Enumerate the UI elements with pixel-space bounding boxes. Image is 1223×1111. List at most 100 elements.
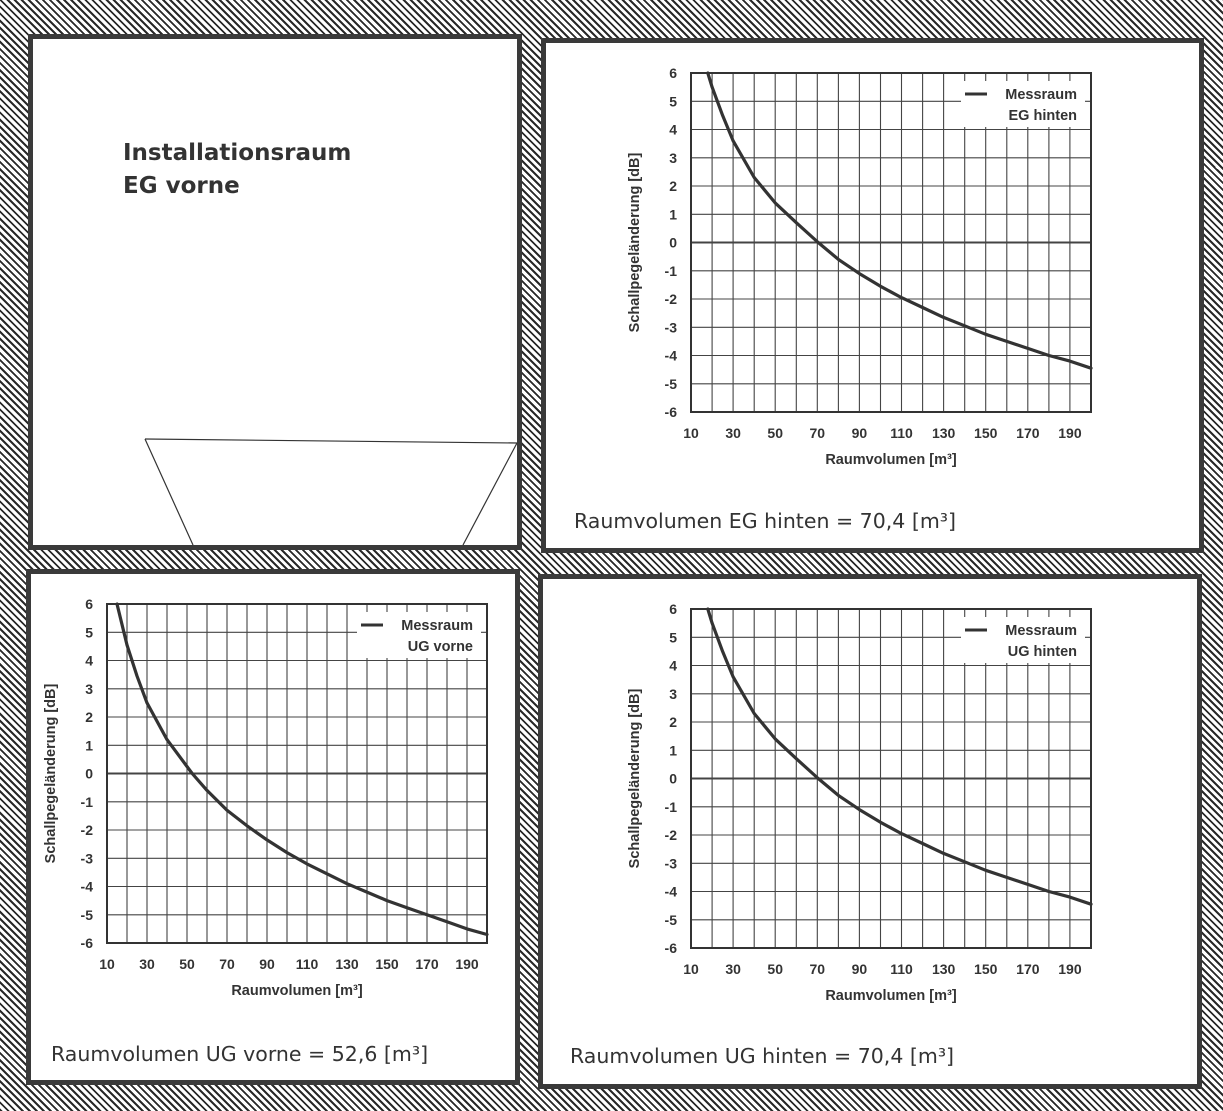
x-tick-label: 30 bbox=[725, 425, 741, 441]
y-tick-label: 3 bbox=[669, 150, 677, 166]
y-tick-label: -2 bbox=[665, 291, 678, 307]
sound-source-fixture bbox=[144, 438, 517, 545]
x-tick-label: 110 bbox=[890, 425, 913, 441]
room-installation-eg-vorne: Installationsraum EG vorne bbox=[28, 34, 522, 550]
y-axis-label: Schallpegeländerung [dB] bbox=[627, 689, 643, 869]
room-eg-hinten: 6 5 4 3 2 1 0 -1 -2 -3 -4 -5 -6 10 30 50 70 90 110 130 150 17… bbox=[541, 38, 1204, 553]
x-tick-label: 150 bbox=[375, 956, 399, 972]
y-tick-label: -5 bbox=[665, 912, 678, 928]
x-tick-label: 110 bbox=[890, 961, 913, 977]
room-title-line-2: EG vorne bbox=[123, 173, 240, 199]
y-tick-label: 6 bbox=[669, 65, 677, 81]
y-tick-label: 2 bbox=[85, 709, 93, 725]
x-tick-label: 190 bbox=[1058, 425, 1082, 441]
x-tick-label: 170 bbox=[415, 956, 439, 972]
volume-note: Raumvolumen UG vorne = 52,6 [m³] bbox=[51, 1042, 429, 1066]
y-tick-label: 0 bbox=[669, 771, 677, 787]
x-tick-label: 30 bbox=[725, 961, 741, 977]
y-tick-label: 4 bbox=[669, 122, 677, 138]
y-tick-label: -3 bbox=[665, 319, 678, 335]
y-tick-label: 4 bbox=[669, 658, 677, 674]
x-tick-label: 30 bbox=[139, 956, 155, 972]
y-tick-label: 0 bbox=[669, 235, 677, 251]
y-tick-label: 3 bbox=[85, 681, 93, 697]
x-axis-label: Raumvolumen [m³] bbox=[231, 983, 362, 999]
x-tick-label: 50 bbox=[179, 956, 195, 972]
y-tick-label: 6 bbox=[85, 596, 93, 612]
x-tick-label: 170 bbox=[1016, 425, 1040, 441]
x-tick-label: 130 bbox=[932, 961, 956, 977]
x-tick-label: 70 bbox=[219, 956, 235, 972]
x-tick-label: 70 bbox=[810, 425, 826, 441]
y-tick-label: -5 bbox=[665, 376, 678, 392]
y-tick-label: -1 bbox=[665, 263, 678, 279]
room-ug-vorne: 6 5 4 3 2 1 0 -1 -2 -3 -4 -5 -6 10 30 50 70 90 110 130 150 17… bbox=[26, 569, 520, 1085]
x-tick-label: 10 bbox=[683, 961, 699, 977]
y-tick-label: 0 bbox=[85, 766, 93, 782]
x-tick-label: 130 bbox=[932, 425, 956, 441]
x-tick-label: 150 bbox=[974, 961, 998, 977]
legend-label: Messraum bbox=[401, 618, 473, 634]
x-tick-label: 50 bbox=[767, 425, 783, 441]
series-line bbox=[706, 607, 1093, 906]
volume-note: Raumvolumen UG hinten = 70,4 [m³] bbox=[570, 1044, 955, 1068]
room-ug-hinten: 6 5 4 3 2 1 0 -1 -2 -3 -4 -5 -6 10 30 50 70 90 110 130 150 17… bbox=[538, 574, 1202, 1089]
legend: Messraum EG hinten bbox=[961, 81, 1085, 127]
y-tick-label: -2 bbox=[81, 822, 94, 838]
y-tick-label: -4 bbox=[665, 348, 678, 364]
x-tick-label: 190 bbox=[1058, 961, 1082, 977]
legend: Messraum UG vorne bbox=[357, 612, 481, 658]
legend-box bbox=[961, 81, 1085, 127]
volume-note: Raumvolumen EG hinten = 70,4 [m³] bbox=[574, 509, 957, 533]
y-tick-label: 1 bbox=[669, 206, 677, 222]
y-tick-label: -6 bbox=[665, 940, 678, 956]
series-line bbox=[115, 602, 489, 937]
legend-label: UG hinten bbox=[1008, 644, 1077, 660]
room-title: Installationsraum EG vorne bbox=[123, 137, 351, 203]
y-tick-label: 2 bbox=[669, 714, 677, 730]
x-tick-label: 150 bbox=[974, 425, 998, 441]
y-tick-label: -1 bbox=[81, 794, 94, 810]
x-tick-label: 170 bbox=[1016, 961, 1040, 977]
plot-frame bbox=[690, 608, 1092, 949]
x-tick-label: 130 bbox=[335, 956, 359, 972]
y-tick-label: -1 bbox=[665, 799, 678, 815]
x-tick-label: 190 bbox=[455, 956, 479, 972]
y-axis-label: Schallpegeländerung [dB] bbox=[627, 153, 643, 333]
y-tick-label: -6 bbox=[81, 935, 94, 951]
y-tick-label: -3 bbox=[665, 855, 678, 871]
legend: Messraum UG hinten bbox=[961, 617, 1085, 663]
x-tick-label: 10 bbox=[683, 425, 699, 441]
x-axis-label: Raumvolumen [m³] bbox=[825, 452, 956, 468]
legend-label: EG hinten bbox=[1009, 108, 1077, 124]
room-title-line-1: Installationsraum bbox=[123, 140, 352, 166]
y-axis-label: Schallpegeländerung [dB] bbox=[43, 684, 59, 864]
y-tick-label: -3 bbox=[81, 850, 94, 866]
y-tick-label: -6 bbox=[665, 404, 678, 420]
y-tick-label: -4 bbox=[81, 879, 94, 895]
x-tick-label: 90 bbox=[852, 961, 868, 977]
y-tick-label: 6 bbox=[669, 601, 677, 617]
legend-label: UG vorne bbox=[408, 639, 473, 655]
legend-label: Messraum bbox=[1005, 87, 1077, 103]
y-tick-label: 3 bbox=[669, 686, 677, 702]
x-tick-label: 10 bbox=[99, 956, 115, 972]
legend-box bbox=[961, 617, 1085, 663]
legend-box bbox=[357, 612, 481, 658]
y-tick-label: 2 bbox=[669, 178, 677, 194]
x-axis-label: Raumvolumen [m³] bbox=[825, 988, 956, 1004]
plot-frame bbox=[106, 603, 488, 944]
x-tick-label: 90 bbox=[259, 956, 275, 972]
x-tick-label: 110 bbox=[296, 956, 319, 972]
x-tick-label: 70 bbox=[810, 961, 826, 977]
series-line bbox=[706, 71, 1093, 370]
legend-label: Messraum bbox=[1005, 623, 1077, 639]
y-tick-label: 1 bbox=[85, 737, 93, 753]
y-tick-label: 5 bbox=[669, 93, 677, 109]
x-tick-label: 90 bbox=[852, 425, 868, 441]
y-tick-label: 5 bbox=[669, 629, 677, 645]
x-tick-label: 50 bbox=[767, 961, 783, 977]
